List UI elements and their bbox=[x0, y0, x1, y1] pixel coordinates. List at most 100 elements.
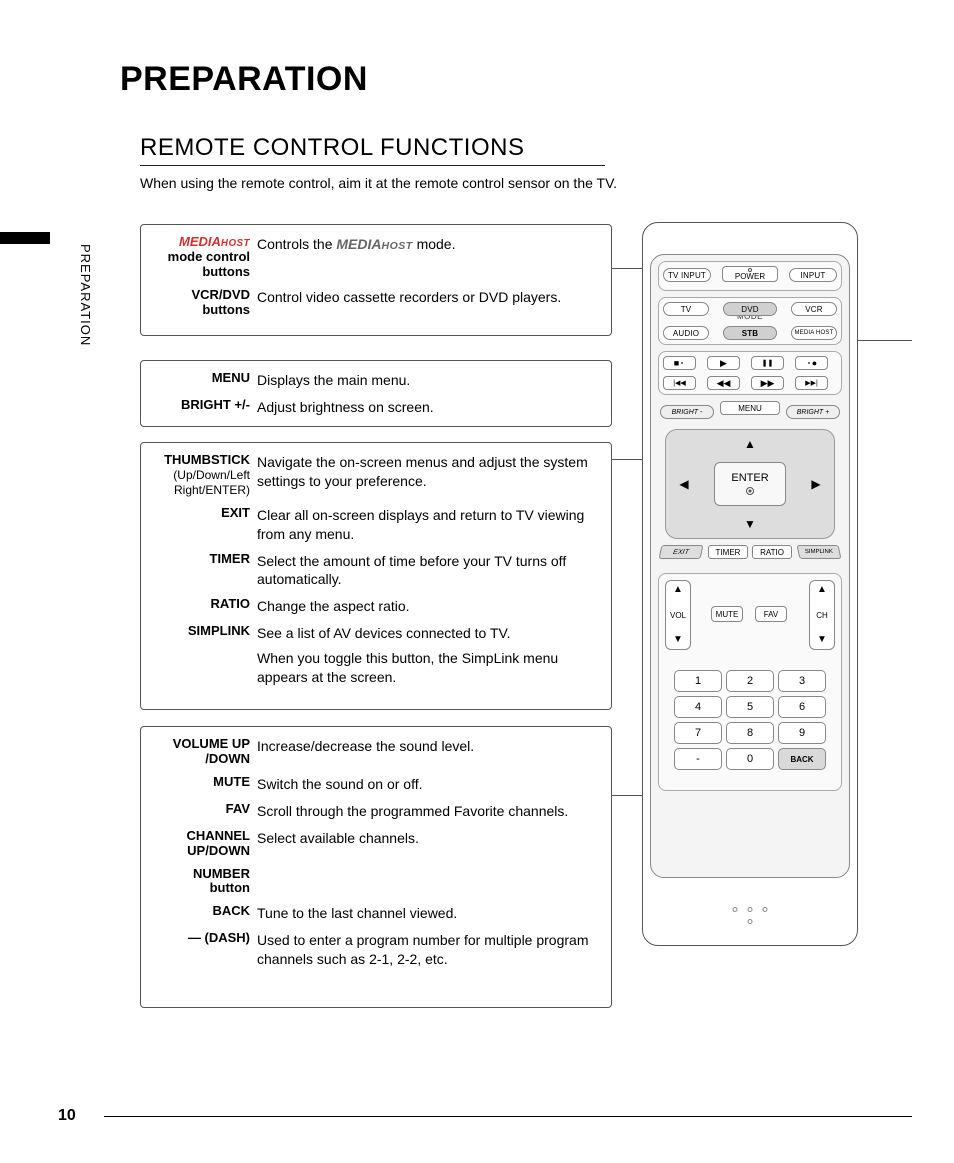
function-desc: Scroll through the programmed Favorite c… bbox=[257, 802, 603, 821]
speaker-dots bbox=[733, 907, 768, 912]
function-row: EXIT Clear all on-screen displays and re… bbox=[149, 506, 603, 544]
bright-minus-button[interactable]: BRIGHT - bbox=[660, 405, 714, 419]
play-button[interactable]: ▶ bbox=[707, 356, 740, 370]
function-row: BRIGHT +/- Adjust brightness on screen. bbox=[149, 398, 603, 417]
input-button[interactable]: INPUT bbox=[789, 268, 837, 282]
power-button[interactable]: POWER bbox=[722, 266, 778, 282]
mute-button[interactable]: MUTE bbox=[711, 606, 743, 622]
volume-rocker[interactable]: ▲ VOL ▼ bbox=[665, 580, 691, 650]
function-row: NUMBER button bbox=[149, 867, 603, 897]
function-label: RATIO bbox=[149, 597, 257, 612]
function-label: MENU bbox=[149, 371, 257, 386]
heading-underline bbox=[140, 165, 605, 166]
function-label: EXIT bbox=[149, 506, 257, 521]
timer-button[interactable]: TIMER bbox=[708, 545, 748, 559]
key-4[interactable]: 4 bbox=[674, 696, 722, 718]
power-led-icon bbox=[748, 268, 752, 272]
function-row: TIMER Select the amount of time before y… bbox=[149, 552, 603, 590]
vcr-mode-button[interactable]: VCR bbox=[791, 302, 837, 316]
function-row: MEDIAHOST mode controlbuttons Controls t… bbox=[149, 235, 603, 280]
function-desc: Navigate the on-screen menus and adjust … bbox=[257, 453, 603, 491]
speaker-dot bbox=[748, 919, 753, 924]
tv-mode-button[interactable]: TV bbox=[663, 302, 709, 316]
remote-inner-shell: TV INPUT POWER INPUT MODE TV DVD VCR AUD… bbox=[650, 254, 850, 878]
function-row: BACK Tune to the last channel viewed. bbox=[149, 904, 603, 923]
key-7[interactable]: 7 bbox=[674, 722, 722, 744]
function-label: VCR/DVD buttons bbox=[149, 288, 257, 318]
channel-rocker[interactable]: ▲ CH ▼ bbox=[809, 580, 835, 650]
key-2[interactable]: 2 bbox=[726, 670, 774, 692]
channel-up-icon: ▲ bbox=[817, 585, 827, 595]
dvd-mode-button[interactable]: DVD bbox=[723, 302, 777, 316]
function-desc: Select the amount of time before your TV… bbox=[257, 552, 603, 590]
mode-panel: MODE TV DVD VCR AUDIO STB MEDIA HOST bbox=[658, 297, 842, 345]
stop-button[interactable]: ■ bbox=[663, 356, 696, 370]
function-label: BACK bbox=[149, 904, 257, 919]
key-5[interactable]: 5 bbox=[726, 696, 774, 718]
channel-down-icon: ▼ bbox=[817, 635, 827, 645]
top-row-panel: TV INPUT POWER INPUT bbox=[658, 261, 842, 291]
stb-mode-button[interactable]: STB bbox=[723, 326, 777, 340]
dpad-down-button[interactable]: ▼ bbox=[738, 514, 762, 534]
enter-button[interactable]: ENTER bbox=[714, 462, 786, 506]
key-3[interactable]: 3 bbox=[778, 670, 826, 692]
key-6[interactable]: 6 bbox=[778, 696, 826, 718]
channel-label: CH bbox=[816, 611, 828, 620]
tv-input-button[interactable]: TV INPUT bbox=[663, 268, 711, 282]
function-row: — (DASH) Used to enter a program number … bbox=[149, 931, 603, 969]
key-8[interactable]: 8 bbox=[726, 722, 774, 744]
page-title: PREPARATION bbox=[120, 60, 368, 99]
dpad-left-button[interactable]: ◀ bbox=[672, 474, 696, 494]
function-desc: See a list of AV devices connected to TV… bbox=[257, 624, 603, 687]
pause-button[interactable]: ❚❚ bbox=[751, 356, 784, 370]
key-dash[interactable]: - bbox=[674, 748, 722, 770]
dpad-up-button[interactable]: ▲ bbox=[738, 434, 762, 454]
volume-down-icon: ▼ bbox=[673, 635, 683, 645]
fav-button[interactable]: FAV bbox=[755, 606, 787, 622]
menu-row: BRIGHT - MENU BRIGHT + bbox=[660, 403, 840, 427]
section-intro: When using the remote control, aim it at… bbox=[140, 175, 617, 191]
simplink-button[interactable]: SIMPLINK bbox=[797, 545, 842, 559]
prev-track-button[interactable]: |◀◀ bbox=[663, 376, 696, 390]
function-label: FAV bbox=[149, 802, 257, 817]
function-desc: Select available channels. bbox=[257, 829, 603, 848]
function-row: VOLUME UP /DOWN Increase/decrease the so… bbox=[149, 737, 603, 767]
key-back[interactable]: BACK bbox=[778, 748, 826, 770]
next-track-button[interactable]: ▶▶| bbox=[795, 376, 828, 390]
menu-button[interactable]: MENU bbox=[720, 401, 780, 415]
function-group-channel: VOLUME UP /DOWN Increase/decrease the so… bbox=[140, 726, 612, 1008]
record-button[interactable]: ● bbox=[795, 356, 828, 370]
fast-forward-button[interactable]: ▶▶ bbox=[751, 376, 784, 390]
number-keypad: 1 2 3 4 5 6 7 8 9 - 0 BACK bbox=[674, 670, 826, 770]
function-desc: Increase/decrease the sound level. bbox=[257, 737, 603, 756]
rewind-button[interactable]: ◀◀ bbox=[707, 376, 740, 390]
mediahost-mode-button[interactable]: MEDIA HOST bbox=[791, 326, 837, 340]
key-0[interactable]: 0 bbox=[726, 748, 774, 770]
ratio-button[interactable]: RATIO bbox=[752, 545, 792, 559]
audio-mode-button[interactable]: AUDIO bbox=[663, 326, 709, 340]
function-group-nav: THUMBSTICK (Up/Down/Left Right/ENTER) Na… bbox=[140, 442, 612, 710]
dpad-right-button[interactable]: ▶ bbox=[804, 474, 828, 494]
key-9[interactable]: 9 bbox=[778, 722, 826, 744]
exit-button[interactable]: EXIT bbox=[659, 545, 704, 559]
function-desc: Switch the sound on or off. bbox=[257, 775, 603, 794]
footer-rule bbox=[104, 1116, 912, 1117]
side-tab-label: PREPARATION bbox=[78, 244, 93, 346]
function-row: SIMPLINK See a list of AV devices connec… bbox=[149, 624, 603, 687]
function-group-mode: MEDIAHOST mode controlbuttons Controls t… bbox=[140, 224, 612, 336]
function-row: FAV Scroll through the programmed Favori… bbox=[149, 802, 603, 821]
bright-plus-button[interactable]: BRIGHT + bbox=[786, 405, 840, 419]
function-label: MUTE bbox=[149, 775, 257, 790]
key-1[interactable]: 1 bbox=[674, 670, 722, 692]
function-desc: Used to enter a program number for multi… bbox=[257, 931, 603, 969]
page-number: 10 bbox=[58, 1107, 76, 1125]
transport-panel: ■ ▶ ❚❚ ● |◀◀ ◀◀ ▶▶ ▶▶| bbox=[658, 351, 842, 395]
function-label: SIMPLINK bbox=[149, 624, 257, 639]
function-desc: Change the aspect ratio. bbox=[257, 597, 603, 616]
callout-line bbox=[858, 340, 912, 341]
function-label: NUMBER button bbox=[149, 867, 257, 897]
function-label: BRIGHT +/- bbox=[149, 398, 257, 413]
enter-label: ENTER bbox=[731, 473, 768, 484]
function-group-menu: MENU Displays the main menu. BRIGHT +/- … bbox=[140, 360, 612, 427]
function-desc: Control video cassette recorders or DVD … bbox=[257, 288, 603, 307]
